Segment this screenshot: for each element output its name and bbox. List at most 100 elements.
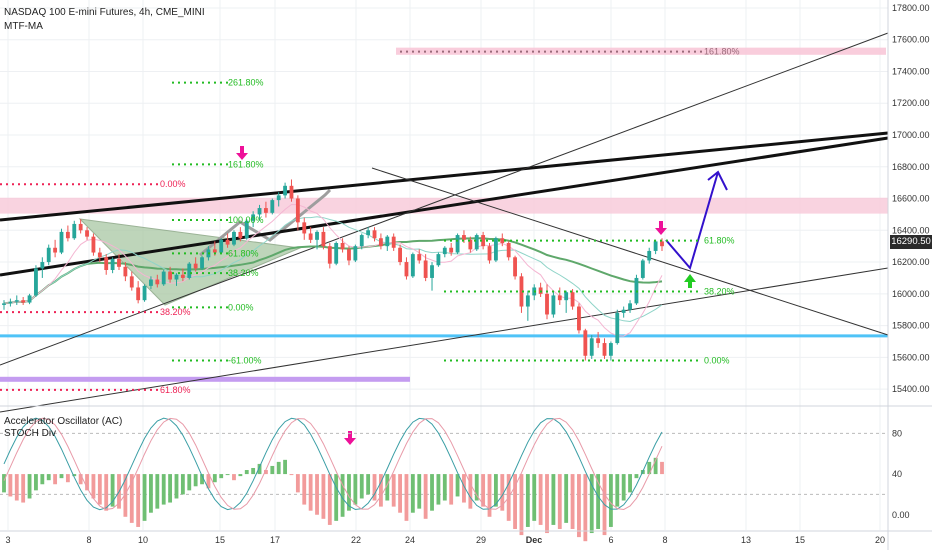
- osc-bar: [46, 474, 51, 481]
- fib-level-label: 61.80%: [228, 248, 259, 258]
- osc-bar: [212, 474, 217, 483]
- time-tick-label: 17: [270, 535, 280, 545]
- candle-body: [78, 223, 83, 231]
- osc-bar: [8, 474, 13, 497]
- osc-bar: [200, 474, 204, 485]
- candle-body: [200, 257, 204, 269]
- osc-bar: [474, 474, 479, 501]
- price-tick-label: 17000.00: [892, 130, 930, 140]
- time-tick-label: 13: [741, 535, 751, 545]
- osc-bar: [59, 474, 64, 479]
- osc-bar: [583, 474, 588, 542]
- osc-bar: [276, 461, 281, 475]
- osc-bar: [551, 474, 556, 525]
- osc-bar: [634, 474, 639, 479]
- time-tick-label: 10: [138, 535, 148, 545]
- candle-body: [53, 247, 58, 253]
- time-tick-label: 15: [795, 535, 805, 545]
- candle-body: [212, 249, 217, 253]
- osc-bar: [577, 474, 581, 538]
- osc-bar: [238, 474, 243, 477]
- candle-body: [391, 236, 396, 248]
- candle-body: [91, 236, 96, 253]
- candle-body: [359, 235, 364, 247]
- chart-header: NASDAQ 100 E-mini Futures, 4h, CME_MINI …: [4, 6, 205, 34]
- osc-bar: [423, 474, 428, 519]
- osc-bar: [104, 474, 109, 511]
- osc-bar: [27, 474, 32, 499]
- osc-bar: [391, 474, 396, 507]
- osc-bar: [257, 463, 262, 475]
- osc-bar: [487, 474, 492, 517]
- candle-body: [513, 257, 517, 277]
- candle-body: [168, 271, 173, 280]
- fib-level-label: 100.00%: [228, 215, 264, 225]
- osc-bar: [289, 474, 294, 476]
- osc-bar: [493, 474, 498, 507]
- osc-bar: [193, 474, 198, 487]
- candle-body: [327, 246, 332, 264]
- osc-bar: [180, 474, 185, 495]
- candle-body: [123, 266, 128, 277]
- candle-body: [436, 254, 441, 266]
- last-price-tag[interactable]: 16290.50: [890, 235, 932, 249]
- candle-body: [225, 239, 230, 245]
- candle-body: [85, 230, 89, 237]
- sell-arrow-icon: [655, 228, 667, 235]
- osc-bar: [417, 474, 422, 509]
- osc-bar: [525, 474, 530, 527]
- candle-body: [570, 292, 575, 307]
- divergence-name: STOCH Div: [4, 428, 57, 439]
- candle-body: [481, 235, 486, 247]
- candle-body: [557, 295, 562, 301]
- candle-body: [487, 246, 492, 261]
- candle-body: [193, 263, 198, 269]
- price-tick-label: 17600.00: [892, 35, 930, 45]
- fib-levels: 261.80% 161.80% 100.00% 61.80% 38.20% 0.00% -6…: [0, 47, 740, 445]
- candle-body: [417, 254, 422, 261]
- fib-level-label: 38.20%: [160, 307, 191, 317]
- candle-body: [129, 276, 134, 288]
- osc-bar: [219, 474, 224, 479]
- osc-bar: [225, 474, 230, 476]
- osc-bar: [142, 474, 147, 521]
- osc-bar: [149, 474, 153, 513]
- osc-bar: [206, 474, 211, 489]
- fib-level-label: 61.80%: [704, 236, 735, 246]
- osc-bar: [449, 474, 454, 505]
- candle-body: [180, 274, 185, 278]
- sell-arrow-icon: [348, 431, 352, 438]
- osc-bar: [353, 474, 358, 505]
- osc-bar: [378, 474, 383, 507]
- drawings: [0, 32, 889, 413]
- candle-body: [142, 285, 147, 301]
- candle-body: [270, 200, 275, 213]
- candle-body: [117, 258, 121, 267]
- time-tick-label: 8: [662, 535, 667, 545]
- osc-bar: [302, 474, 307, 505]
- fib-level-label: 161.80%: [228, 159, 264, 169]
- candle-body: [104, 257, 109, 270]
- candle-body: [372, 230, 377, 239]
- symbol-title: NASDAQ 100 E-mini Futures, 4h, CME_MINI: [4, 7, 205, 18]
- fib-level-label: 0.00%: [228, 302, 254, 312]
- candle-body: [65, 231, 70, 239]
- candle-body: [628, 303, 632, 310]
- osc-bar: [14, 474, 19, 501]
- osc-bar: [244, 470, 249, 475]
- osc-bar: [462, 474, 466, 503]
- triangle-pattern: [78, 218, 302, 306]
- buy-arrow-icon: [688, 282, 692, 288]
- fib-level-label: -61.00%: [228, 356, 262, 366]
- osc-bar: [155, 474, 160, 509]
- osc-bar: [596, 474, 601, 529]
- osc-bar: [455, 474, 460, 497]
- osc-bar: [545, 474, 549, 534]
- osc-bar: [366, 474, 371, 495]
- candle-body: [174, 274, 179, 280]
- fib-level-label: 38.20%: [228, 268, 259, 278]
- candle-body: [596, 338, 601, 344]
- osc-bar: [532, 474, 537, 521]
- osc-bar: [621, 474, 626, 501]
